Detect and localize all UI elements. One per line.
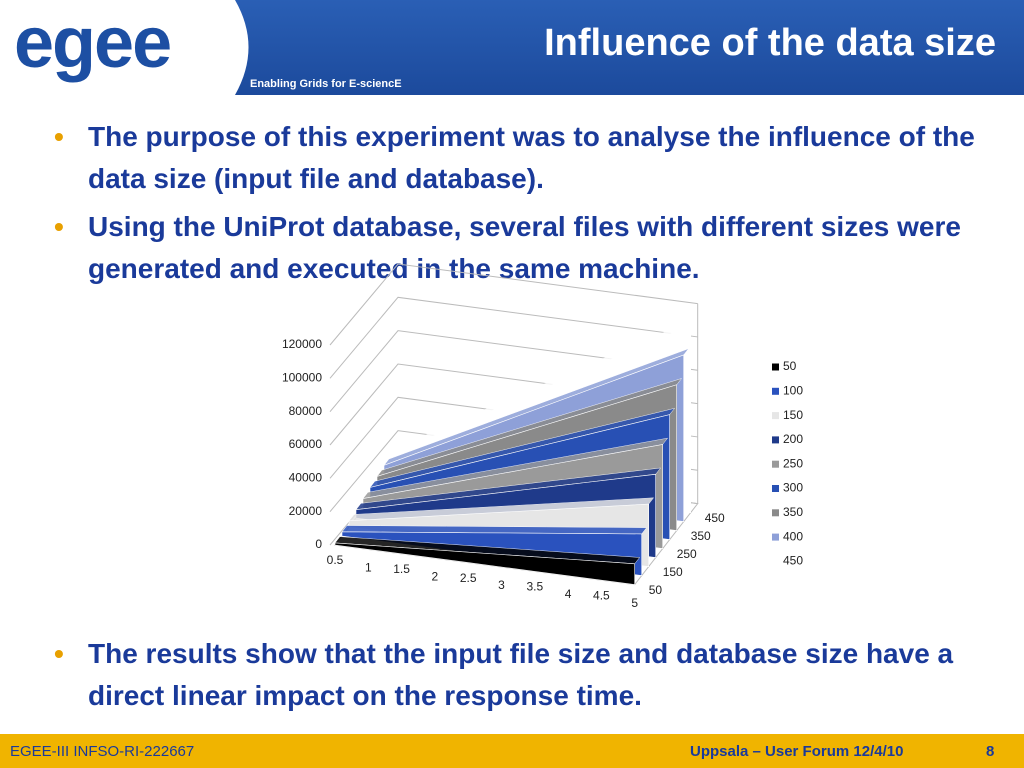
grid-line bbox=[329, 296, 698, 379]
legend-label: 450 bbox=[783, 554, 803, 568]
footer: EGEE-III INFSO-RI-222667 Uppsala – User … bbox=[0, 734, 1024, 768]
x-tick-label: 1 bbox=[365, 561, 372, 575]
grid-line bbox=[329, 330, 698, 412]
x-tick-label: 1.5 bbox=[393, 562, 410, 576]
legend-label: 100 bbox=[783, 383, 803, 397]
x-tick-label: 3.5 bbox=[526, 580, 543, 594]
legend-swatch bbox=[772, 363, 779, 371]
depth-tick-label: 350 bbox=[691, 529, 711, 543]
legend-label: 350 bbox=[783, 505, 803, 519]
depth-tick-label: 450 bbox=[705, 511, 725, 525]
area bbox=[334, 542, 636, 585]
legend-swatch bbox=[772, 533, 779, 541]
depth-tick-label: 50 bbox=[649, 583, 663, 597]
legend-swatch bbox=[772, 436, 779, 444]
y-tick-label: 120000 bbox=[282, 337, 322, 351]
y-tick-label: 0 bbox=[315, 537, 322, 551]
x-tick-label: 2.5 bbox=[460, 571, 477, 585]
legend-label: 400 bbox=[783, 529, 803, 543]
legend-swatch bbox=[772, 485, 779, 492]
bullet: The purpose of this experiment was to an… bbox=[54, 116, 988, 200]
x-tick-label: 5 bbox=[631, 596, 638, 610]
legend-swatch bbox=[772, 557, 779, 565]
legend-label: 50 bbox=[783, 359, 797, 373]
legend-label: 200 bbox=[783, 432, 803, 446]
legend-label: 300 bbox=[783, 481, 803, 495]
y-tick-label: 80000 bbox=[289, 404, 323, 418]
slide-title: Influence of the data size bbox=[544, 22, 996, 64]
page-number: 8 bbox=[986, 743, 995, 760]
grid-line bbox=[329, 263, 698, 346]
legend-swatch bbox=[772, 460, 779, 468]
bullet: Using the UniProt database, several file… bbox=[54, 206, 988, 290]
logo: egee bbox=[14, 3, 172, 83]
legend-swatch bbox=[772, 412, 779, 420]
x-tick-label: 0.5 bbox=[327, 553, 344, 567]
y-tick-label: 60000 bbox=[289, 437, 323, 451]
logo-background bbox=[0, 0, 249, 95]
depth-tick-label: 250 bbox=[677, 547, 697, 561]
depth-tick-label: 150 bbox=[663, 565, 683, 579]
header: egee Enabling Grids for E-sciencE Influe… bbox=[0, 0, 1024, 95]
bullet: The results show that the input file siz… bbox=[54, 633, 988, 717]
legend-label: 250 bbox=[783, 456, 803, 470]
x-tick-label: 2 bbox=[432, 569, 439, 583]
y-tick-label: 100000 bbox=[282, 371, 322, 385]
y-tick-label: 40000 bbox=[289, 471, 323, 485]
y-tick-label: 20000 bbox=[289, 504, 323, 518]
footer-center: Uppsala – User Forum 12/4/10 bbox=[690, 743, 904, 760]
legend-label: 150 bbox=[783, 408, 803, 422]
x-tick-label: 3 bbox=[498, 578, 505, 592]
footer-left: EGEE-III INFSO-RI-222667 bbox=[10, 743, 195, 760]
tagline: Enabling Grids for E-sciencE bbox=[250, 78, 402, 90]
legend-swatch bbox=[772, 509, 779, 517]
legend-swatch bbox=[772, 387, 779, 395]
x-tick-label: 4 bbox=[565, 587, 572, 601]
x-tick-label: 4.5 bbox=[593, 588, 610, 602]
